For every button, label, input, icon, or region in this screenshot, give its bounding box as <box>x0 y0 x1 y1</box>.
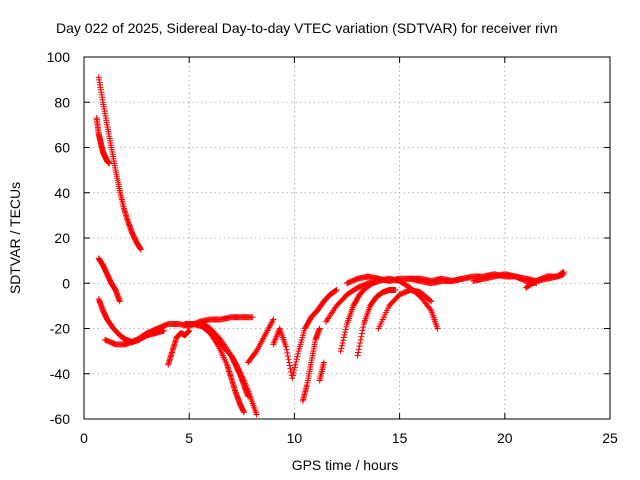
data-point-marker <box>340 337 347 344</box>
data-point-marker <box>282 343 289 350</box>
data-point-marker <box>358 330 365 337</box>
x-axis-label: GPS time / hours <box>292 457 399 473</box>
data-point-marker <box>427 306 434 313</box>
y-tick-label: 40 <box>54 185 70 201</box>
data-point-marker <box>434 325 441 332</box>
data-point-marker <box>338 345 345 352</box>
y-tick-label: 20 <box>54 230 70 246</box>
axis-ticks <box>83 56 611 420</box>
data-point-marker <box>343 323 350 330</box>
data-point-marker <box>339 339 346 346</box>
data-point-marker <box>245 393 252 400</box>
x-tick-label: 10 <box>287 430 303 446</box>
data-point-marker <box>355 346 362 353</box>
x-tick-label: 20 <box>497 430 513 446</box>
x-tick-label: 25 <box>602 430 618 446</box>
data-point-marker <box>137 246 144 253</box>
data-point-marker <box>285 356 292 363</box>
data-point-marker <box>316 325 323 332</box>
data-point-marker <box>392 287 399 294</box>
y-tick-label: 60 <box>54 140 70 156</box>
y-tick-label: -40 <box>50 366 70 382</box>
data-point-marker <box>294 353 301 360</box>
data-point-marker <box>356 343 363 350</box>
data-point-marker <box>359 327 366 334</box>
data-point-marker <box>116 298 123 305</box>
y-tick-label: -20 <box>50 321 70 337</box>
series-arc-16 <box>354 287 399 359</box>
data-point-marker <box>293 358 300 365</box>
data-point-marker <box>290 369 297 376</box>
data-point-marker <box>291 367 298 374</box>
data-point-marker <box>333 287 340 294</box>
series-arc-1 <box>95 74 144 253</box>
data-point-marker <box>427 297 434 304</box>
series-arc-2 <box>95 255 123 305</box>
data-point-marker <box>292 361 299 368</box>
series-arc-4 <box>102 314 256 348</box>
series-arc-20 <box>522 271 567 291</box>
data-point-marker <box>340 334 347 341</box>
x-tick-label: 5 <box>185 430 193 446</box>
y-tick-labels: -60 -40 -20 0 20 40 60 80 100 <box>47 49 71 427</box>
data-point-marker <box>106 160 113 167</box>
data-point-marker <box>360 324 367 331</box>
data-point-marker <box>357 336 364 343</box>
data-point-marker <box>358 333 365 340</box>
series-arc-10 <box>270 287 340 382</box>
series-arc-14 <box>337 277 382 355</box>
data-point-marker <box>289 375 296 382</box>
data-point-marker <box>283 346 290 353</box>
data-point-marker <box>284 349 291 356</box>
y-axis-label: SDTVAR / TECUs <box>7 182 23 294</box>
data-point-marker <box>186 327 193 334</box>
data-point-marker <box>320 359 327 366</box>
data-point-marker <box>354 352 361 359</box>
series-arc-9 <box>245 316 277 366</box>
data-point-marker <box>286 362 293 369</box>
data-point-marker <box>428 298 435 305</box>
y-tick-label: 100 <box>47 49 71 65</box>
data-point-marker <box>342 329 349 336</box>
data-point-marker <box>294 350 301 357</box>
data-point-marker <box>338 342 345 349</box>
y-tick-label: -60 <box>50 411 70 427</box>
data-point-marker <box>286 359 293 366</box>
x-tick-label: 15 <box>392 430 408 446</box>
data-point-marker <box>287 365 294 372</box>
data-point-marker <box>357 339 364 346</box>
plot-frame <box>83 56 611 420</box>
chart-title: Day 022 of 2025, Sidereal Day-to-day VTE… <box>56 20 558 36</box>
data-points <box>93 74 567 418</box>
data-point-marker <box>289 372 296 379</box>
data-point-marker <box>270 316 277 323</box>
grid-lines <box>84 57 610 419</box>
data-point-marker <box>291 364 298 371</box>
y-tick-label: 80 <box>54 94 70 110</box>
data-point-marker <box>288 368 295 375</box>
x-tick-labels: 0 5 10 15 20 25 <box>80 430 618 446</box>
data-point-marker <box>253 411 260 418</box>
series-arc-1b <box>93 115 113 167</box>
data-point-marker <box>337 348 344 355</box>
data-point-marker <box>355 349 362 356</box>
data-point-marker <box>249 314 256 321</box>
data-point-marker <box>342 326 349 333</box>
data-point-marker <box>341 331 348 338</box>
series-arc-12 <box>316 359 327 384</box>
data-point-marker <box>240 409 247 416</box>
x-tick-label: 0 <box>80 430 88 446</box>
series-arc-5 <box>165 327 193 368</box>
data-point-marker <box>293 356 300 363</box>
y-tick-label: 0 <box>62 275 70 291</box>
data-point-marker <box>284 353 291 360</box>
data-point-marker <box>560 271 567 278</box>
series-arc-8 <box>196 320 252 400</box>
series-arc-17 <box>375 287 435 332</box>
series-arc-11 <box>299 325 323 404</box>
